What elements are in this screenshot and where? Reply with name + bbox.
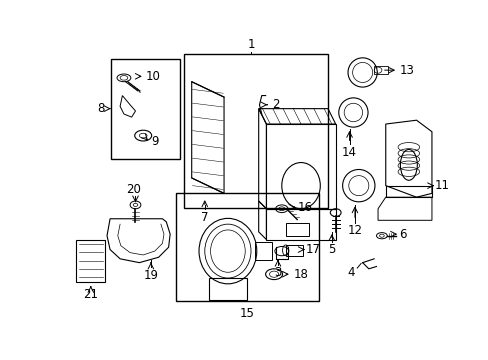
Text: 9: 9 [151, 135, 158, 148]
Bar [285, 245, 302, 256]
Text: 1: 1 [247, 38, 254, 51]
Text: 21: 21 [83, 288, 98, 301]
Bar [183, 54, 327, 208]
Text: 18: 18 [293, 268, 307, 281]
Text: 16: 16 [297, 201, 311, 214]
Text: 3: 3 [274, 266, 281, 279]
Text: 11: 11 [434, 179, 449, 192]
Text: 4: 4 [346, 266, 354, 279]
Text: 17: 17 [305, 243, 320, 256]
Text: 12: 12 [347, 224, 362, 237]
Bar [111, 59, 180, 159]
Text: 19: 19 [143, 269, 158, 282]
Bar [176, 193, 318, 301]
Text: 14: 14 [342, 145, 356, 159]
Bar [285, 222, 308, 237]
Text: 2: 2 [271, 98, 279, 111]
Bar [254, 242, 271, 260]
Text: 8: 8 [97, 102, 104, 115]
Text: 6: 6 [398, 228, 406, 240]
Text: 7: 7 [201, 211, 208, 224]
Text: 10: 10 [145, 70, 160, 83]
Bar [373, 66, 387, 74]
Bar [76, 239, 105, 282]
Bar [208, 278, 246, 300]
Text: 20: 20 [126, 183, 141, 195]
Text: 13: 13 [399, 64, 414, 77]
Text: 5: 5 [327, 243, 335, 256]
Text: 15: 15 [239, 307, 254, 320]
